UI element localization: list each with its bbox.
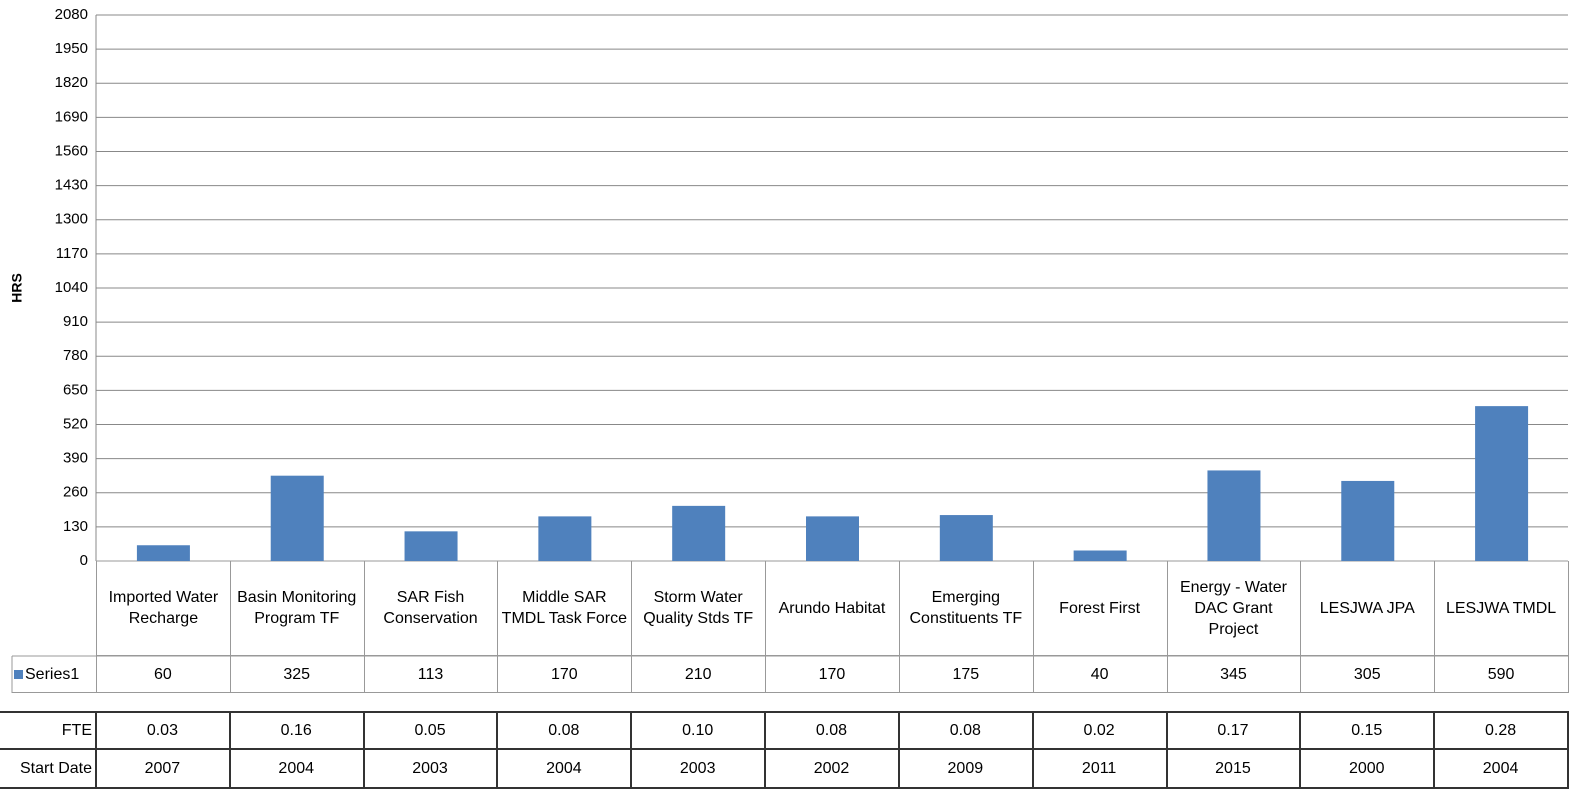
table-value: 0.08 [765, 711, 900, 750]
data-value: 210 [631, 656, 767, 693]
table-value: 0.08 [497, 711, 633, 750]
table-value: 2015 [1166, 750, 1302, 789]
data-value: 60 [96, 656, 231, 693]
table-value: 0.17 [1166, 711, 1302, 750]
table-value: 2002 [765, 750, 900, 789]
data-value: 113 [363, 656, 499, 693]
bar [538, 516, 592, 561]
bar [939, 515, 993, 561]
table-value: 2003 [631, 750, 767, 789]
y-tick-label: 260 [63, 484, 88, 501]
category-label: Imported Water Recharge [96, 561, 231, 656]
y-tick-label: 780 [63, 347, 88, 364]
y-tick-label: 1690 [55, 108, 88, 125]
category-label: SAR Fish Conservation [363, 561, 499, 656]
y-tick-label: 390 [63, 450, 88, 467]
table-value: 0.02 [1032, 711, 1168, 750]
y-tick-label: 1170 [56, 245, 88, 262]
table-value: 2004 [497, 750, 633, 789]
data-value: 325 [229, 656, 365, 693]
table-value: 2000 [1300, 750, 1436, 789]
legend-key [14, 669, 23, 679]
y-tick-label: 1950 [55, 40, 88, 57]
data-value: 305 [1300, 656, 1436, 693]
bar [1341, 480, 1395, 561]
data-value: 40 [1032, 656, 1168, 693]
table-value: 2007 [96, 750, 231, 789]
y-tick-label: 130 [63, 518, 88, 535]
y-tick-label: 1560 [55, 142, 88, 159]
table-value: 2003 [363, 750, 499, 789]
table-value: 0.10 [631, 711, 767, 750]
bar [672, 505, 726, 561]
data-value: 345 [1166, 656, 1302, 693]
category-label: LESJWA JPA [1300, 561, 1436, 656]
y-tick-label: 1300 [55, 211, 88, 228]
bar [136, 545, 190, 561]
y-tick-label: 1430 [55, 177, 88, 194]
y-tick-label: 1040 [55, 279, 88, 296]
category-label: Emerging Constituents TF [898, 561, 1034, 656]
category-label: Energy - Water DAC Grant Project [1166, 561, 1302, 656]
table-value: 2009 [898, 750, 1034, 789]
table-value: 2004 [229, 750, 365, 789]
category-label: Basin Monitoring Program TF [229, 561, 365, 656]
table-value: 2004 [1434, 750, 1569, 789]
y-axis-label: HRS [9, 273, 25, 303]
bar [404, 531, 458, 561]
data-value: 175 [898, 656, 1034, 693]
table-value: 2011 [1032, 750, 1168, 789]
category-label: Storm Water Quality Stds TF [631, 561, 767, 656]
row-label: FTE [0, 711, 97, 750]
data-value: 170 [765, 656, 900, 693]
y-tick-label: 1820 [55, 74, 88, 91]
legend-cell: Series1 [12, 656, 97, 693]
row-label: Start Date [0, 750, 97, 789]
y-tick-label: 650 [63, 381, 88, 398]
y-tick-label: 910 [63, 313, 88, 330]
y-tick-label: 2080 [55, 6, 88, 23]
table-value: 0.05 [363, 711, 499, 750]
table-value: 0.03 [96, 711, 231, 750]
table-value: 0.28 [1434, 711, 1569, 750]
table-value: 0.16 [229, 711, 365, 750]
bar [1073, 550, 1127, 561]
category-label: Arundo Habitat [765, 561, 900, 656]
table-value: 0.15 [1300, 711, 1436, 750]
bar [270, 475, 324, 561]
table-value: 0.08 [898, 711, 1034, 750]
data-value: 590 [1434, 656, 1569, 693]
data-value: 170 [497, 656, 633, 693]
bar [806, 516, 859, 561]
y-tick-label: 0 [80, 552, 88, 569]
category-label: Middle SAR TMDL Task Force [497, 561, 633, 656]
bar [1207, 470, 1261, 561]
y-tick-label: 520 [63, 415, 88, 432]
category-label: Forest First [1032, 561, 1168, 656]
bar [1475, 406, 1529, 561]
category-label: LESJWA TMDL [1434, 561, 1569, 656]
legend-label: Series1 [25, 665, 80, 683]
